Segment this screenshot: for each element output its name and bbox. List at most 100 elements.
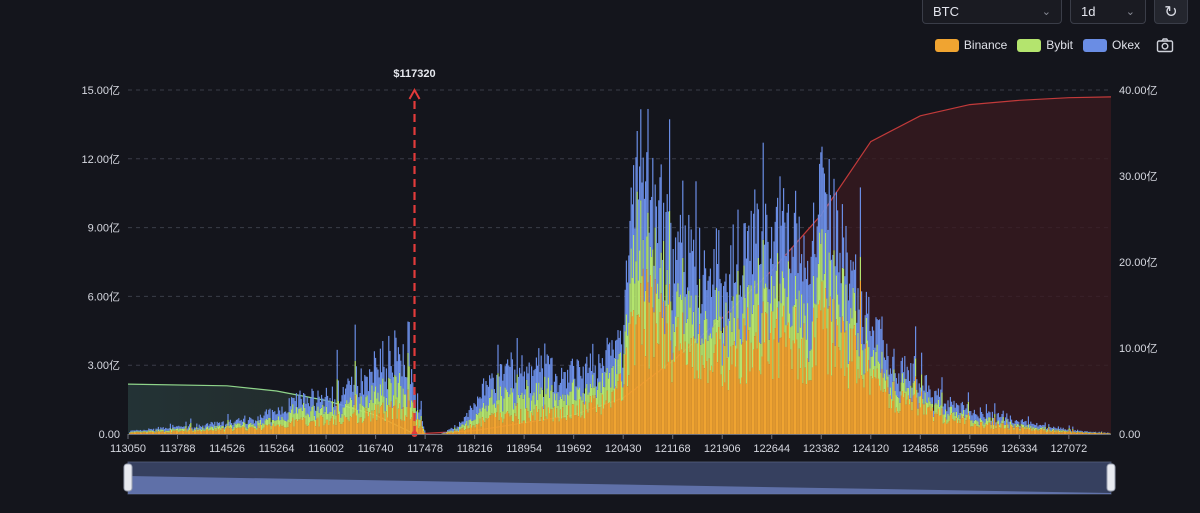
x-tick-label: 122644 [753, 443, 790, 455]
legend-item-bybit[interactable]: Bybit [1017, 38, 1073, 52]
bar-bybit [136, 431, 138, 433]
bar-binance [202, 430, 204, 434]
bar-okex [184, 426, 186, 429]
bar-bybit [619, 352, 621, 374]
bar-okex [845, 225, 847, 285]
bar-bybit [523, 394, 525, 421]
bar-bybit [622, 387, 624, 401]
bar-bybit [649, 246, 651, 276]
bar-bybit [379, 384, 381, 407]
bar-binance [633, 310, 635, 434]
bar-bybit [177, 428, 179, 431]
bar-okex [793, 212, 795, 305]
bar-okex [220, 424, 222, 428]
bar-binance [1018, 427, 1020, 434]
chart-legend: Binance Bybit Okex [934, 37, 1174, 53]
bar-okex [851, 270, 853, 319]
bar-okex [869, 330, 871, 369]
bar-bybit [172, 428, 174, 431]
bar-binance [402, 407, 404, 434]
bar-bybit [767, 301, 769, 362]
bar-binance [899, 411, 901, 434]
bar-bybit [625, 314, 627, 348]
bar-okex [283, 411, 285, 421]
bar-binance [671, 382, 673, 434]
bar-binance [628, 375, 630, 434]
bar-okex [1071, 431, 1073, 433]
bar-okex [1006, 413, 1008, 420]
bar-bybit [193, 429, 195, 431]
bar-bybit [469, 419, 471, 425]
bar-okex [852, 261, 854, 288]
bar-binance [777, 307, 779, 434]
bar-binance [1014, 425, 1016, 434]
bar-okex [1065, 429, 1067, 431]
symbol-select[interactable]: BTC ⌄ [922, 0, 1062, 24]
bar-binance [546, 418, 548, 434]
bar-binance [1071, 432, 1073, 434]
legend-item-binance[interactable]: Binance [934, 38, 1007, 52]
bar-bybit [838, 304, 840, 348]
bar-bybit [580, 396, 582, 418]
bar-binance [976, 426, 978, 434]
bar-bybit [457, 431, 459, 433]
bar-binance [369, 412, 371, 434]
camera-icon[interactable] [1156, 37, 1174, 53]
zoom-slider[interactable] [123, 461, 1116, 495]
bar-okex [751, 274, 753, 314]
bar-bybit [966, 415, 968, 418]
bar-bybit [724, 345, 726, 383]
bar-bybit [473, 420, 475, 426]
bar-okex [637, 199, 639, 281]
bar-okex [401, 376, 403, 409]
bar-okex [478, 398, 480, 414]
refresh-button[interactable]: ↻ [1154, 0, 1188, 24]
bar-binance [735, 366, 737, 434]
bar-okex [1027, 416, 1029, 425]
bar-bybit [141, 431, 143, 433]
slider-handle-left[interactable] [123, 463, 133, 492]
bar-bybit [519, 397, 521, 425]
bar-okex [642, 157, 644, 240]
bar-bybit [403, 394, 405, 421]
bar-bybit [178, 429, 180, 432]
bar-okex [706, 290, 708, 319]
bar-binance [523, 420, 525, 434]
bar-binance [293, 426, 295, 434]
bar-binance [617, 381, 619, 434]
bar-binance [965, 420, 967, 434]
bar-okex [591, 370, 593, 388]
bar-binance [933, 421, 935, 434]
bar-binance [178, 431, 180, 434]
bar-binance [340, 424, 342, 434]
bar-bybit [727, 357, 729, 391]
bar-binance [855, 335, 857, 434]
bar-bybit [565, 404, 567, 421]
bar-binance [285, 427, 287, 434]
bar-binance [577, 416, 579, 434]
bar-okex [683, 272, 685, 334]
bar-bybit [261, 424, 263, 431]
bar-bybit [502, 411, 504, 423]
bar-okex [354, 324, 356, 361]
slider-handle-right[interactable] [1106, 463, 1116, 492]
bar-okex [606, 337, 608, 368]
bar-bybit [1055, 429, 1057, 431]
bar-okex [641, 182, 643, 277]
bar-binance [401, 420, 403, 434]
bar-binance [631, 316, 633, 434]
bar-okex [155, 428, 157, 430]
x-tick-label: 125596 [951, 443, 988, 455]
bar-bybit [198, 428, 200, 430]
bar-bybit [593, 387, 595, 399]
legend-item-okex[interactable]: Okex [1082, 38, 1140, 52]
bar-bybit [522, 398, 524, 421]
period-select[interactable]: 1d ⌄ [1070, 0, 1146, 24]
bar-okex [241, 421, 243, 425]
bar-binance [696, 370, 698, 434]
bar-bybit [486, 411, 488, 420]
bar-binance [502, 422, 504, 434]
bar-binance [999, 427, 1001, 434]
bar-bybit [1054, 430, 1056, 433]
bar-okex [154, 431, 156, 433]
